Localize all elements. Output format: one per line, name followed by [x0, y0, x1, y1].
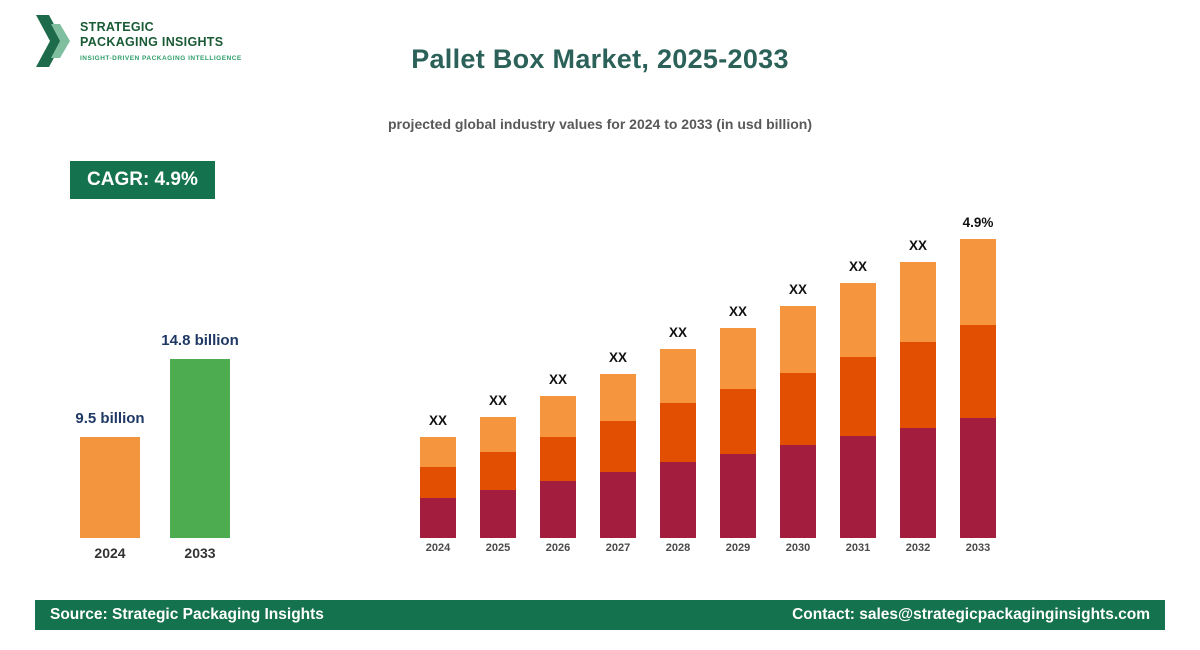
stacked-segment-segment-bottom — [600, 472, 636, 538]
stacked-segment-segment-bottom — [660, 462, 696, 538]
bar-value-label: XX — [908, 238, 927, 253]
summary-bar-2024 — [80, 437, 140, 538]
stacked-segment-segment-top — [540, 396, 576, 437]
stacked-segment-segment-middle — [420, 467, 456, 498]
bar-value-label: XX — [788, 282, 807, 297]
stacked-chart-x-labels: 2024 2025 2026 2027 2028 2029 2030 2031 2032 2033 — [420, 542, 996, 558]
bar-value-label: XX — [488, 393, 507, 408]
bar-value-label: 4.9% — [962, 215, 994, 230]
bar-value-label: XX — [728, 304, 747, 319]
cagr-badge: CAGR: 4.9% — [70, 161, 215, 199]
stacked-segment-segment-top — [780, 306, 816, 373]
bar-value-label: XX — [548, 372, 567, 387]
stacked-segment-segment-middle — [840, 357, 876, 436]
stacked-axis-label: 2026 — [545, 542, 571, 554]
stacked-axis-label: 2030 — [785, 542, 811, 554]
footer-source: Source: Strategic Packaging Insights — [50, 606, 324, 623]
logo: STRATEGIC PACKAGING INSIGHTS INSIGHT-DRI… — [34, 13, 242, 69]
summary-bar-value-label: 9.5 billion — [75, 410, 145, 427]
stacked-segment-segment-top — [600, 374, 636, 421]
stacked-segment-segment-top — [900, 262, 936, 342]
stacked-chart-area: XX XX XX XX XX XX XX XX XX 4.9% — [420, 205, 996, 538]
stacked-axis-label: 2027 — [605, 542, 631, 554]
stacked-axis-label: 2028 — [665, 542, 691, 554]
stacked-axis-label: 2024 — [425, 542, 451, 554]
stacked-segment-segment-middle — [720, 389, 756, 454]
logo-name-line1: STRATEGIC — [80, 20, 154, 34]
stacked-axis-label: 2029 — [725, 542, 751, 554]
logo-tagline: INSIGHT-DRIVEN PACKAGING INTELLIGENCE — [80, 55, 242, 62]
stacked-segment-segment-top — [660, 349, 696, 403]
stacked-axis-label: 2032 — [905, 542, 931, 554]
logo-text: STRATEGIC PACKAGING INSIGHTS INSIGHT-DRI… — [80, 13, 242, 62]
stacked-segment-segment-bottom — [840, 436, 876, 538]
stacked-segment-segment-middle — [780, 373, 816, 445]
stacked-segment-segment-top — [840, 283, 876, 357]
stacked-segment-segment-middle — [540, 437, 576, 481]
footer-contact: Contact: sales@strategicpackaginginsight… — [792, 606, 1150, 623]
stacked-segment-segment-top — [720, 328, 756, 389]
stacked-segment-segment-middle — [480, 452, 516, 490]
bar-value-label: XX — [608, 350, 627, 365]
stacked-axis-label: 2033 — [965, 542, 991, 554]
footer: Source: Strategic Packaging Insights Con… — [35, 600, 1165, 630]
stacked-segment-segment-middle — [960, 325, 996, 418]
page-subtitle: projected global industry values for 202… — [388, 116, 812, 132]
stacked-segment-segment-middle — [900, 342, 936, 428]
summary-chart-x-labels: 2024 2033 — [80, 545, 230, 565]
stacked-segment-segment-bottom — [900, 428, 936, 538]
stacked-segment-segment-bottom — [480, 490, 516, 538]
stacked-segment-segment-bottom — [780, 445, 816, 538]
summary-axis-label: 2033 — [184, 545, 216, 561]
summary-bar-2033 — [170, 359, 230, 538]
stacked-segment-segment-middle — [660, 403, 696, 462]
stacked-segment-segment-bottom — [960, 418, 996, 538]
stacked-axis-label: 2025 — [485, 542, 511, 554]
page-title: Pallet Box Market, 2025-2033 — [411, 44, 789, 74]
logo-name-line2: PACKAGING INSIGHTS — [80, 35, 224, 49]
bar-value-label: XX — [428, 413, 447, 428]
stacked-segment-segment-bottom — [420, 498, 456, 538]
bar-value-label: XX — [848, 259, 867, 274]
stacked-segment-segment-bottom — [540, 481, 576, 538]
summary-axis-label: 2024 — [94, 545, 126, 561]
stacked-segment-segment-bottom — [720, 454, 756, 538]
stacked-segment-segment-middle — [600, 421, 636, 472]
summary-bar-value-label: 14.8 billion — [161, 332, 239, 349]
stacked-segment-segment-top — [420, 437, 456, 467]
stacked-segment-segment-top — [960, 239, 996, 325]
summary-chart-area: 9.5 billion 14.8 billion — [75, 300, 239, 538]
bar-value-label: XX — [668, 325, 687, 340]
stacked-segment-segment-top — [480, 417, 516, 452]
logo-chevron-icon — [36, 15, 70, 67]
stacked-axis-label: 2031 — [845, 542, 871, 554]
